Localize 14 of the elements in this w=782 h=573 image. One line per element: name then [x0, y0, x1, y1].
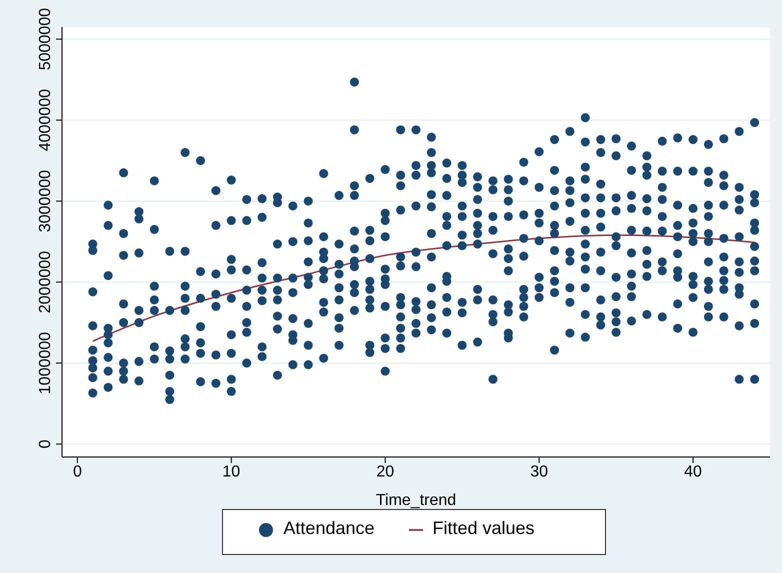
- y-tick-label: 1000000: [37, 332, 54, 394]
- y-tick-label: 4000000: [37, 88, 54, 152]
- x-tick-label: 10: [222, 463, 240, 480]
- x-tick-label: 30: [530, 463, 548, 480]
- x-tick-label: 20: [376, 463, 394, 480]
- y-tick-label: 5000000: [37, 8, 54, 70]
- x-tick-label: 40: [684, 463, 702, 480]
- x-tick-label: 0: [72, 463, 82, 480]
- y-tick-label: 2000000: [37, 250, 54, 314]
- y-tick-label: 0: [37, 439, 54, 448]
- y-tick-label: 3000000: [37, 170, 54, 232]
- legend-label: Attendance: [283, 518, 374, 538]
- legend-label: Fitted values: [432, 518, 535, 538]
- x-axis-title: Time_trend: [376, 492, 456, 509]
